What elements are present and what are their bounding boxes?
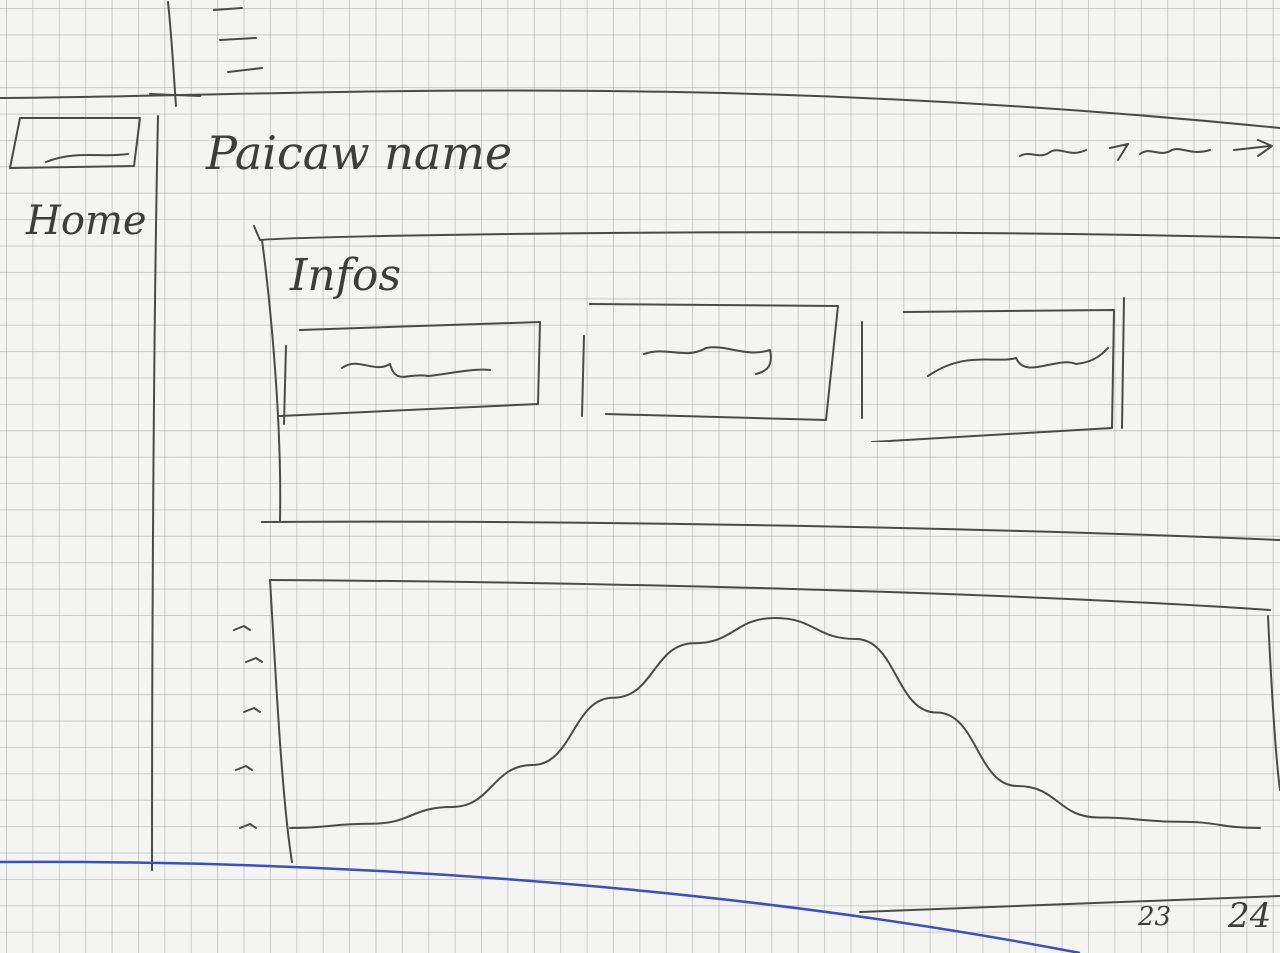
menu-lines-icon	[213, 7, 263, 73]
chart-top-border	[269, 579, 1271, 611]
x-tick-label: 23	[1138, 902, 1172, 932]
infos-left-border	[261, 239, 282, 521]
infos-top-border	[253, 225, 1280, 241]
squiggle-placeholder-icon	[927, 347, 1109, 377]
header-divider	[0, 89, 1280, 129]
y-tick-label	[233, 625, 251, 631]
y-tick-label	[239, 823, 257, 829]
chart-series-line	[289, 617, 1261, 829]
chart-right-border	[1267, 615, 1280, 791]
logo-box-icon[interactable]	[6, 110, 142, 180]
infos-heading: Infos	[290, 250, 402, 301]
chart-left-border	[269, 579, 293, 863]
info-card[interactable]	[856, 292, 1146, 442]
y-tick-label	[235, 765, 253, 771]
info-card[interactable]	[576, 296, 846, 426]
page-title: Paicaw name	[206, 126, 513, 180]
x-tick-label: 24	[1228, 896, 1272, 936]
info-card[interactable]	[278, 312, 550, 436]
page-bottom-curve	[0, 860, 1081, 953]
sidebar-item-home[interactable]: Home	[26, 198, 147, 244]
y-tick-label	[243, 707, 261, 713]
y-tick-label	[245, 657, 263, 663]
sidebar-divider	[151, 115, 159, 871]
infos-bottom-border	[261, 520, 1280, 541]
sidebar-top-edge	[167, 1, 177, 107]
squiggle-placeholder-icon	[643, 346, 772, 375]
sidebar-item-label: Home	[26, 198, 147, 244]
nav-arrows-icon[interactable]	[1019, 139, 1273, 161]
squiggle-placeholder-icon	[341, 362, 491, 378]
